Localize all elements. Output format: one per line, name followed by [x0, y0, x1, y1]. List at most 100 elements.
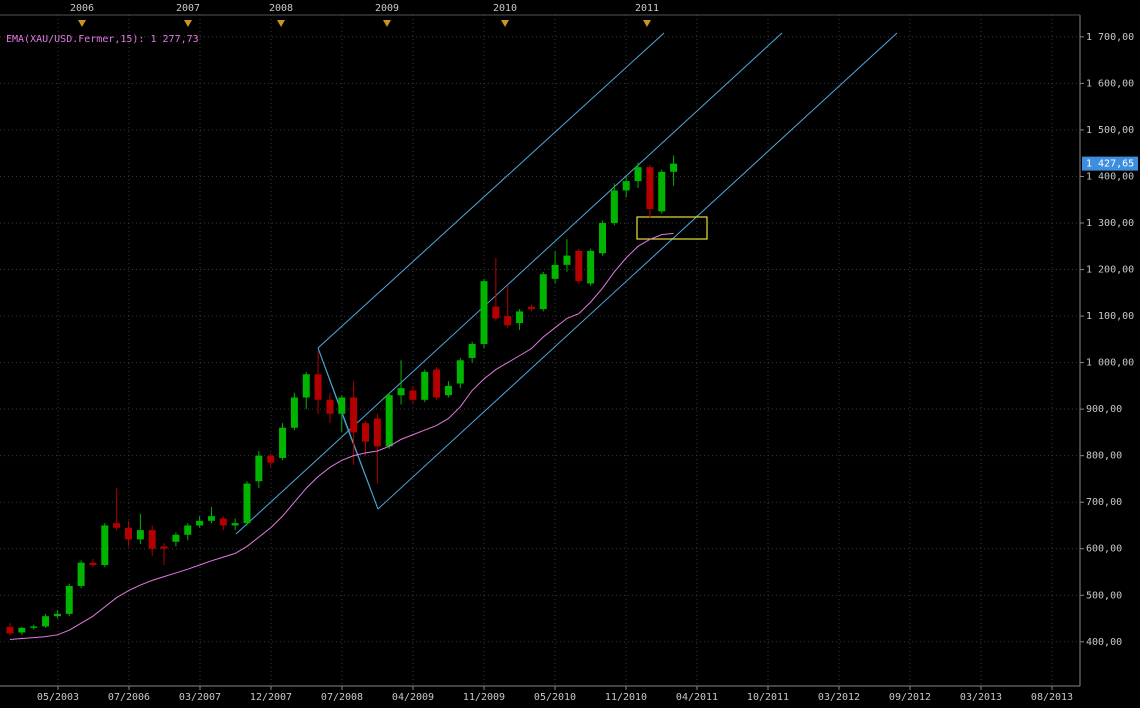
candle-body — [551, 264, 559, 279]
x-tick-label: 11/2009 — [463, 692, 505, 703]
candle-body — [480, 281, 488, 344]
y-tick-label: 700,00 — [1086, 497, 1122, 508]
candle-body — [539, 274, 547, 310]
y-tick-label: 900,00 — [1086, 404, 1122, 415]
year-marker — [78, 20, 86, 27]
channel-lower — [377, 32, 898, 510]
candle-body — [646, 167, 654, 210]
channel-upper — [317, 32, 665, 349]
candle-body — [302, 374, 310, 398]
candle-body — [575, 250, 583, 282]
y-tick-label: 1 200,00 — [1086, 265, 1134, 276]
highlight-box — [636, 216, 708, 240]
year-marker — [501, 20, 509, 27]
x-tick-label: 07/2006 — [108, 692, 150, 703]
candle-body — [53, 613, 61, 617]
candle-body — [350, 397, 358, 433]
candle-body — [409, 390, 417, 400]
candle-body — [18, 627, 26, 633]
candle-body — [599, 223, 606, 254]
candle-body — [172, 534, 180, 542]
year-marker — [383, 20, 391, 27]
candle-body — [148, 530, 156, 549]
candle-body — [670, 163, 678, 172]
last-price-tag — [1082, 156, 1138, 171]
x-tick-label: 11/2010 — [605, 692, 647, 703]
indicator-label: EMA(XAU/USD.Fermer,15): 1 277,73 — [6, 34, 199, 45]
candle-body — [136, 530, 144, 540]
x-tick-label: 03/2007 — [179, 692, 221, 703]
grid — [0, 15, 1080, 686]
ema-line — [9, 232, 674, 640]
x-tick-label: 03/2012 — [818, 692, 860, 703]
candle-body — [89, 562, 97, 566]
candle-body — [373, 418, 381, 447]
plot — [6, 155, 678, 640]
x-tick-label: 09/2012 — [889, 692, 931, 703]
candle-body — [231, 523, 239, 526]
x-tick-label: 04/2009 — [392, 692, 434, 703]
candle-body — [397, 388, 405, 396]
candle-body — [338, 397, 346, 414]
channel-middle — [235, 32, 783, 535]
candle-body — [101, 525, 109, 566]
candle-body — [433, 369, 441, 398]
candle-body — [444, 385, 452, 396]
year-marker — [277, 20, 285, 27]
candle-body — [362, 423, 369, 442]
x-tick-label: 05/2010 — [534, 692, 576, 703]
top-axis-label: 2010 — [493, 3, 517, 14]
y-tick-label: 1 100,00 — [1086, 311, 1134, 322]
y-tick-label: 500,00 — [1086, 590, 1122, 601]
candle-body — [219, 518, 227, 526]
y-tick-label: 1 500,00 — [1086, 125, 1134, 136]
y-tick-label: 1 700,00 — [1086, 32, 1134, 43]
candle-body — [113, 523, 121, 528]
top-axis-label: 2009 — [375, 3, 399, 14]
candle-body — [456, 360, 464, 384]
top-axis-label: 2007 — [176, 3, 200, 14]
y-tick-label: 600,00 — [1086, 544, 1122, 555]
candle-body — [77, 562, 85, 586]
y-tick-label: 400,00 — [1086, 637, 1122, 648]
y-tick-label: 1 000,00 — [1086, 358, 1134, 369]
candle-body — [160, 546, 168, 549]
pivot-line — [317, 347, 379, 510]
top-axis-label: 2011 — [635, 3, 659, 14]
y-tick-label: 1 300,00 — [1086, 218, 1134, 229]
candle-body — [421, 371, 429, 400]
candle-body — [385, 395, 393, 447]
candle-body — [492, 306, 500, 319]
top-axis-label: 2008 — [269, 3, 293, 14]
y-tick-label: 800,00 — [1086, 451, 1122, 462]
x-tick-label: 10/2011 — [747, 692, 789, 703]
x-tick-label: 04/2011 — [676, 692, 718, 703]
candle-body — [516, 311, 524, 324]
y-tick-label: 1 400,00 — [1086, 171, 1134, 182]
candle-body — [468, 343, 476, 358]
candle-body — [634, 167, 642, 182]
candle-body — [587, 250, 595, 284]
x-tick-label: 03/2013 — [960, 692, 1002, 703]
candle-body — [207, 516, 215, 521]
y-tick-label: 1 600,00 — [1086, 78, 1134, 89]
candle-body — [267, 455, 275, 463]
candle-body — [527, 306, 535, 310]
candle-body — [326, 399, 334, 414]
top-axis-label: 2006 — [70, 3, 94, 14]
candle-body — [279, 427, 287, 458]
candle-body — [184, 525, 192, 535]
candle-body — [504, 316, 512, 326]
candle-body — [314, 374, 322, 400]
x-tick-label: 12/2007 — [250, 692, 292, 703]
candle-body — [290, 397, 298, 428]
x-tick-label: 08/2013 — [1031, 692, 1073, 703]
candle-body — [243, 483, 251, 524]
candle-body — [255, 455, 263, 482]
year-marker — [184, 20, 192, 27]
x-tick-label: 05/2003 — [37, 692, 79, 703]
candle-body — [658, 171, 666, 212]
